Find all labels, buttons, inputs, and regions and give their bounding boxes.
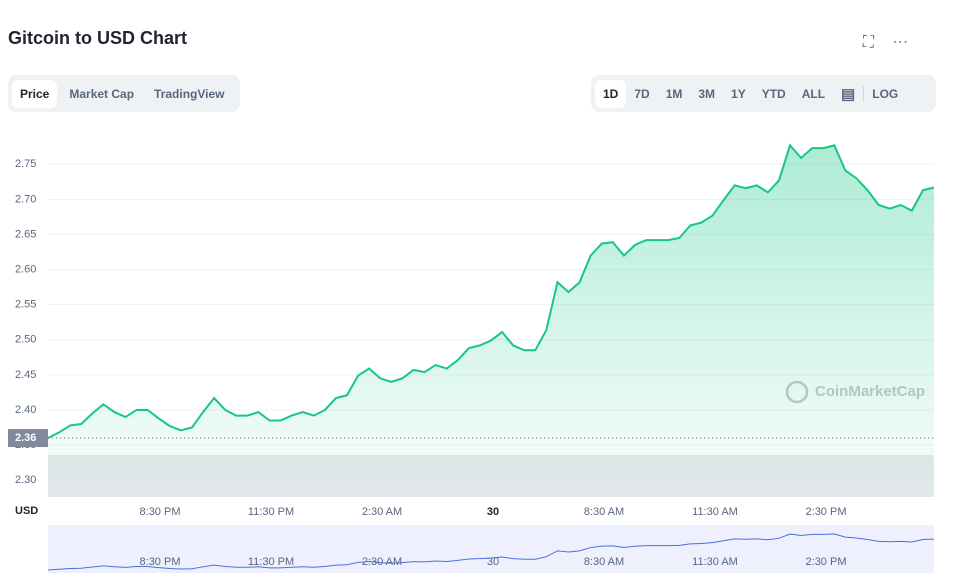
x-tick-label: 2:30 AM (362, 506, 402, 518)
y-tick-label: 2.35 (15, 439, 36, 451)
navigator-line (47, 533, 935, 571)
tab[interactable]: TradingView (154, 86, 225, 101)
range[interactable]: YTD (761, 86, 786, 101)
range-group: 1D 7D 1M 3M 1Y YTD ALL ▤ LOG (591, 75, 936, 112)
volume-band (48, 455, 934, 497)
navigator-tick-label: 2:30 PM (806, 556, 847, 568)
navigator-tick-label: 11:30 AM (692, 556, 738, 568)
y-tick-label: 2.70 (15, 193, 36, 205)
page-title: Gitcoin to USD Chart (8, 28, 187, 48)
y-tick-label: 2.50 (15, 334, 36, 346)
current-price-box (8, 429, 48, 448)
y-tick-label: 2.40 (15, 404, 36, 416)
toolbar-icons[interactable]: ⛶⋯ (862, 34, 926, 51)
navigator-tick-label: 8:30 PM (140, 556, 181, 568)
y-tick-label: 2.60 (15, 263, 36, 275)
range[interactable]: 1Y (731, 86, 746, 101)
x-tick-label: 8:30 AM (584, 506, 624, 518)
x-tick-label: 11:30 PM (248, 506, 294, 518)
y-tick-label: 2.55 (15, 299, 36, 311)
range[interactable]: 3M (698, 86, 716, 101)
log-toggle[interactable]: LOG (872, 86, 899, 101)
range[interactable]: 7D (634, 86, 650, 101)
navigator-tick-label: 2:30 AM (362, 556, 402, 568)
range[interactable]: 1M (665, 86, 683, 101)
x-tick-label: 30 (487, 506, 499, 518)
x-tick-label: 11:30 AM (692, 506, 738, 518)
y-tick-label: 2.65 (15, 228, 36, 240)
navigator-tick-label: 8:30 AM (584, 556, 624, 568)
x-tick-label: 2:30 PM (806, 506, 847, 518)
x-tick-label: 8:30 PM (140, 506, 181, 518)
range[interactable]: 1D (595, 79, 627, 108)
divider (863, 85, 865, 102)
calendar-icon[interactable]: ▤ (841, 85, 856, 103)
y-tick-label: 2.75 (15, 158, 36, 170)
y-axis-label: USD (15, 505, 38, 517)
tab[interactable]: Price (12, 79, 58, 108)
area-fill (48, 145, 934, 497)
watermark: CoinMarketCap (815, 383, 925, 400)
price-line (47, 143, 935, 439)
current-price-label: 2.36 (15, 432, 36, 444)
navigator-tick-label: 30 (487, 556, 499, 568)
watermark-logo (785, 380, 809, 404)
navigator-tick-label: 11:30 PM (248, 556, 294, 568)
y-tick-label: 2.30 (15, 474, 36, 486)
navigator (48, 525, 934, 573)
range[interactable]: ALL (801, 86, 826, 101)
y-tick-label: 2.45 (15, 369, 36, 381)
tab-group: Price Market Cap TradingView (8, 75, 240, 112)
tab[interactable]: Market Cap (69, 86, 135, 101)
